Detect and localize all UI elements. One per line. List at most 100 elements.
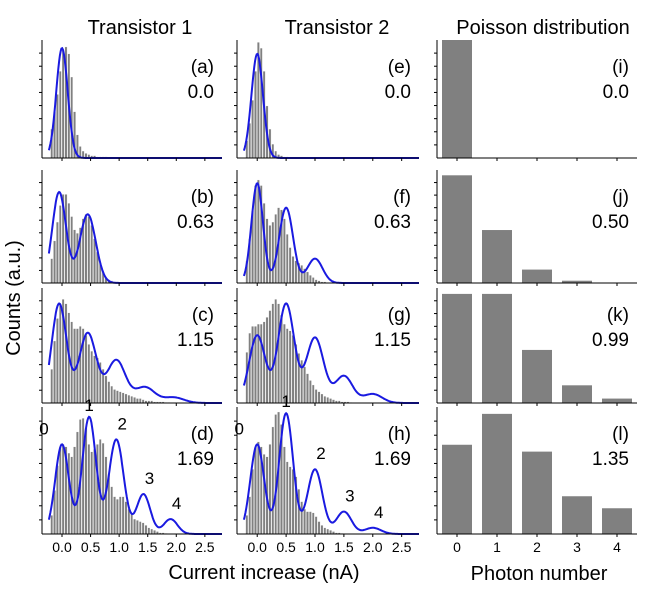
histogram-bar — [87, 216, 91, 284]
panel-value: 0.99 — [592, 330, 629, 351]
histogram-bar — [150, 528, 153, 535]
histogram-bar — [107, 381, 111, 404]
panel-value: 0.50 — [592, 212, 629, 233]
histogram-bar — [136, 520, 139, 535]
histogram-bar — [87, 444, 91, 535]
panel-label: (d) — [191, 424, 214, 445]
histogram-bar — [141, 522, 145, 535]
panel-value: 1.35 — [592, 449, 629, 470]
x-tick-label: 2.5 — [392, 539, 412, 555]
x-tick-label: 1.0 — [305, 539, 325, 555]
histogram-bar — [76, 431, 79, 535]
x-tick-label: 1.5 — [138, 539, 158, 555]
histogram-bar — [118, 496, 122, 535]
histogram-bar — [259, 323, 263, 404]
histogram-bar — [84, 335, 88, 404]
histogram-bar — [78, 326, 82, 404]
histogram-bar — [306, 511, 309, 535]
histogram-bar — [127, 394, 131, 404]
histogram-bar — [90, 451, 93, 535]
histogram-bar — [309, 380, 312, 404]
histogram-bar — [314, 516, 318, 535]
histogram-bar — [317, 391, 321, 404]
histogram-bar — [285, 234, 289, 284]
histogram-bar — [116, 498, 119, 535]
fit-curve — [47, 302, 222, 404]
histogram-bar — [58, 71, 62, 159]
x-tick-label: 2 — [533, 539, 541, 555]
histogram-bar — [251, 100, 254, 159]
panel-label: (a) — [191, 57, 214, 78]
panel-c: (c) 1.15 — [39, 288, 222, 406]
histogram-bar — [141, 399, 145, 404]
histogram-bar — [257, 441, 260, 535]
histogram-bar — [271, 221, 275, 284]
histogram-bar — [84, 428, 88, 535]
histogram-bar — [81, 418, 85, 535]
histogram-bar — [254, 71, 257, 159]
poisson-bar — [562, 385, 592, 403]
peak-label: 3 — [145, 469, 154, 488]
histogram-bar — [138, 398, 142, 404]
poisson-bar — [522, 269, 552, 283]
histogram-bar — [303, 508, 306, 535]
panel-value: 1.69 — [177, 449, 214, 470]
histogram-bar — [303, 366, 306, 404]
histogram-bar — [84, 214, 88, 284]
histogram-bar — [64, 303, 68, 404]
histogram-bar — [136, 398, 139, 404]
histogram-bar — [121, 496, 125, 535]
panel-i: (i) 0.0 — [434, 40, 637, 161]
x-tick-label: 3 — [573, 539, 581, 555]
y-axis-label: Counts (a.u.) — [3, 240, 25, 356]
histogram-bar — [332, 399, 335, 404]
poisson-bar — [482, 230, 512, 283]
panel-label: (l) — [612, 424, 629, 445]
histogram-bar — [277, 303, 280, 404]
panel-f: (f) 0.63 — [234, 170, 419, 286]
x-tick-label: 1.0 — [109, 539, 129, 555]
histogram-bar — [56, 318, 59, 404]
histogram-bar — [326, 397, 329, 404]
poisson-bar — [442, 40, 472, 158]
histogram-bar — [323, 396, 327, 404]
x-tick-label: 2.0 — [363, 539, 383, 555]
histogram-bar — [283, 218, 286, 284]
histogram-bar — [58, 303, 62, 404]
x-tick-label: 1.5 — [334, 539, 354, 555]
histogram-bar — [271, 426, 275, 535]
histogram-bar — [288, 466, 292, 535]
histogram-bar — [127, 508, 131, 535]
poisson-bar — [442, 444, 472, 534]
histogram-bar — [50, 515, 53, 535]
histogram-bar — [93, 238, 96, 284]
poisson-bar — [522, 349, 552, 403]
peak-label: 0 — [234, 419, 243, 438]
histogram-bar — [101, 442, 105, 535]
histogram-bar — [130, 396, 133, 404]
column-title-3: Poisson distribution — [456, 17, 629, 39]
peak-label: 0 — [39, 419, 48, 438]
histogram-bar — [118, 391, 122, 404]
histogram-bar — [73, 328, 76, 404]
histogram-bar — [110, 486, 113, 535]
x-tick-label: 2.0 — [167, 539, 187, 555]
panel-l: 0 1 2 3 4 (l) 1.35 — [434, 407, 637, 555]
histogram-bar — [87, 344, 91, 404]
histogram-bar — [311, 277, 315, 284]
x-tick-label: 2.5 — [195, 539, 215, 555]
histogram-bar — [294, 260, 298, 284]
histogram-bar — [323, 527, 327, 535]
fit-curve — [242, 302, 419, 404]
panel-value: 1.15 — [177, 330, 214, 351]
histogram-bar — [113, 389, 116, 404]
histogram-bar — [329, 398, 332, 404]
panel-label: (f) — [393, 187, 411, 208]
histogram-bar — [251, 326, 254, 404]
poisson-bar — [522, 451, 552, 534]
histogram-bar — [90, 225, 93, 284]
histogram-bar — [50, 258, 53, 284]
histogram-bar — [309, 511, 312, 535]
histogram-bar — [320, 393, 324, 404]
histogram-bar — [329, 530, 332, 535]
